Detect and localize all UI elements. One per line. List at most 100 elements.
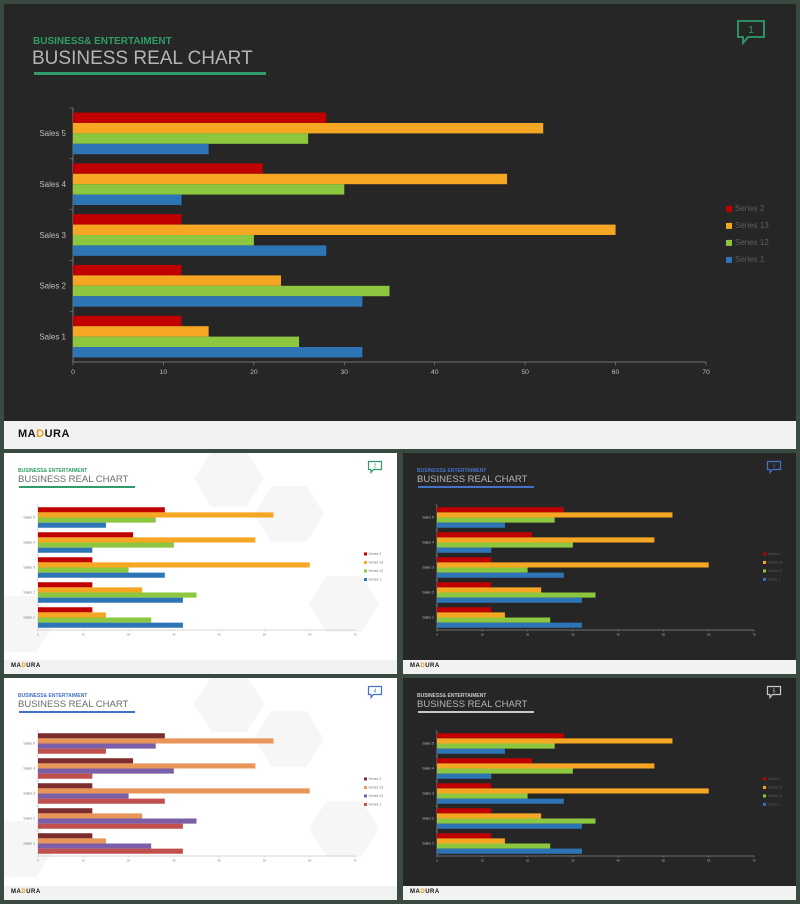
slide-4[interactable]: BUSINESS& ENTERTAIMENT BUSINESS REAL CHA… (4, 678, 397, 900)
title-underline (19, 711, 135, 713)
bar (437, 622, 582, 628)
bar (38, 592, 197, 598)
slide-1[interactable]: BUSINESS& ENTERTAIMENT BUSINESS REAL CHA… (4, 4, 796, 449)
bar (437, 733, 564, 739)
x-tick-label: 70 (353, 632, 357, 636)
bar (437, 748, 505, 754)
category-label: Sales 4 (23, 767, 35, 771)
category-label: Sales 4 (422, 541, 434, 545)
comment-icon-number: 1 (748, 25, 754, 36)
slide-footer: MADURA (403, 660, 796, 674)
bar (38, 522, 106, 528)
comment-icon-number: 4 (374, 689, 377, 695)
bar (38, 808, 93, 814)
legend-label: Series 2 (369, 777, 382, 781)
bar (73, 315, 182, 327)
bar (38, 587, 143, 593)
bar (73, 275, 281, 286)
x-tick-label: 0 (37, 858, 39, 862)
bar (38, 612, 106, 618)
slide-footer: MADURA (403, 886, 796, 900)
bar (437, 768, 573, 774)
comment-icon: 5 (766, 685, 782, 700)
category-label: Sales 1 (23, 616, 35, 620)
category-label: Sales 2 (422, 817, 434, 821)
bar (38, 838, 106, 844)
category-label: Sales 5 (39, 129, 66, 138)
slide-footer: MADURA (4, 886, 397, 900)
legend-label: Series 13 (369, 786, 384, 790)
category-label: Sales 2 (23, 591, 35, 595)
legend-label: Series 13 (735, 221, 769, 230)
slide-title: BUSINESS REAL CHART (417, 474, 528, 485)
x-tick-label: 10 (481, 858, 485, 862)
legend-label: Series 1 (735, 255, 765, 264)
legend-swatch (726, 222, 732, 229)
legend-label: Series 12 (768, 569, 783, 573)
bar (73, 264, 182, 276)
x-tick-label: 0 (436, 632, 438, 636)
category-label: Sales 4 (39, 180, 66, 189)
slide-5[interactable]: BUSINESS& ENTERTAIMENT BUSINESS REAL CHA… (403, 678, 796, 900)
bar (38, 597, 183, 603)
x-tick-label: 20 (250, 369, 258, 376)
bar (437, 818, 596, 824)
bar (73, 296, 363, 307)
legend-swatch (726, 239, 732, 246)
bar (437, 793, 528, 799)
comment-icon: 2 (367, 460, 383, 475)
bar (437, 798, 564, 804)
x-tick-label: 50 (263, 858, 267, 862)
x-tick-label: 30 (571, 858, 575, 862)
x-tick-label: 40 (431, 369, 439, 376)
x-tick-label: 40 (217, 632, 221, 636)
bar (73, 224, 616, 235)
category-label: Sales 4 (23, 541, 35, 545)
category-label: Sales 3 (422, 792, 434, 796)
legend-label: Series 1 (768, 578, 781, 582)
legend-swatch (364, 802, 367, 806)
legend-swatch (763, 785, 766, 789)
x-tick-label: 0 (436, 858, 438, 862)
slide-3[interactable]: BUSINESS& ENTERTAIMENT BUSINESS REAL CHA… (403, 453, 796, 674)
category-label: Sales 1 (23, 842, 35, 846)
bar (437, 537, 655, 543)
comment-icon-number: 3 (773, 464, 776, 470)
x-tick-label: 20 (127, 858, 131, 862)
bar (73, 122, 544, 134)
bar (437, 833, 492, 839)
title-underline (19, 486, 135, 488)
x-tick-label: 30 (341, 369, 349, 376)
bar (437, 607, 492, 613)
slide-subtitle: BUSINESS& ENTERTAIMENT (33, 36, 172, 47)
legend-label: Series 12 (369, 794, 384, 798)
x-tick-label: 30 (172, 858, 176, 862)
bar (73, 214, 182, 225)
slide-footer: MADURA (4, 660, 397, 674)
slide-subtitle: BUSINESS& ENTERTAIMENT (417, 693, 487, 699)
category-label: Sales 4 (422, 767, 434, 771)
x-tick-label: 60 (707, 632, 711, 636)
legend-label: Series 2 (735, 204, 765, 213)
bar (38, 743, 156, 749)
x-tick-label: 40 (217, 858, 221, 862)
x-tick-label: 10 (160, 369, 168, 376)
legend-swatch (364, 785, 367, 789)
bar (73, 326, 209, 337)
x-tick-label: 40 (616, 858, 620, 862)
bar (38, 818, 197, 824)
slide-2[interactable]: BUSINESS& ENTERTAIMENT BUSINESS REAL CHA… (4, 453, 397, 674)
category-label: Sales 1 (422, 616, 434, 620)
brand-logo: MADURA (18, 428, 70, 440)
bar (38, 572, 165, 578)
legend-label: Series 1 (369, 578, 382, 582)
category-label: Sales 5 (23, 742, 35, 746)
legend-swatch (763, 560, 766, 564)
x-tick-label: 10 (82, 858, 86, 862)
bar (38, 763, 256, 769)
bar-chart: 0 10 20 30 40 50 60 70 Sales 1 Sales 2 Sales 3 Sale… (39, 107, 769, 376)
x-tick-label: 20 (526, 858, 530, 862)
x-tick-label: 60 (707, 858, 711, 862)
bar (73, 184, 345, 195)
bar (73, 347, 363, 358)
